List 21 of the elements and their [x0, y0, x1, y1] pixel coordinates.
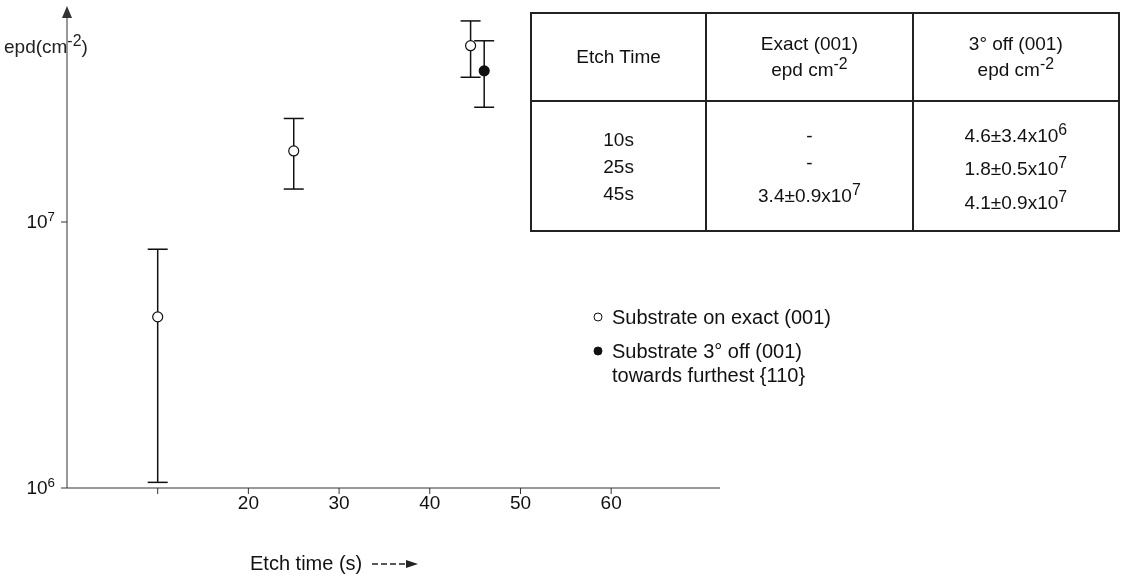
y-axis-title: epd(cm$^{-2}$) — [4, 32, 88, 59]
x-tick-label: 50 — [509, 492, 532, 514]
text: Exact (001) epd cm$^{-2}$ — [759, 32, 859, 82]
legend-label: Substrate 3° off (001) towards furthest {110} — [612, 339, 806, 387]
point — [288, 145, 300, 157]
point — [152, 311, 164, 323]
x-tick-label: 30 — [328, 492, 350, 514]
text: 4.6±3.4x10$^{6}$ 1.8±0.5x10$^{7}$ 4.1±0.9x10$^{7}$ — [964, 121, 1068, 213]
annotation: Etch Time — [575, 46, 662, 68]
annotation: 10s 25s 45s — [602, 127, 635, 206]
y-tick-label: 10$^{6}$ — [26, 474, 55, 498]
x-tick-label: 40 — [419, 492, 441, 514]
text: 3° off (001) epd cm$^{-2}$ — [967, 32, 1064, 82]
text: - - 3.4±0.9x10$^{7}$ — [757, 124, 862, 209]
y-tick-label: 10$^{7}$ — [26, 208, 55, 232]
point — [478, 65, 490, 77]
point — [464, 40, 477, 52]
legend-label: Substrate on exact (001) — [612, 305, 832, 329]
x-tick-label: 20 — [237, 492, 259, 514]
x-axis-title: Etch time (s) — [250, 552, 363, 575]
x-tick-label: 60 — [600, 492, 622, 514]
